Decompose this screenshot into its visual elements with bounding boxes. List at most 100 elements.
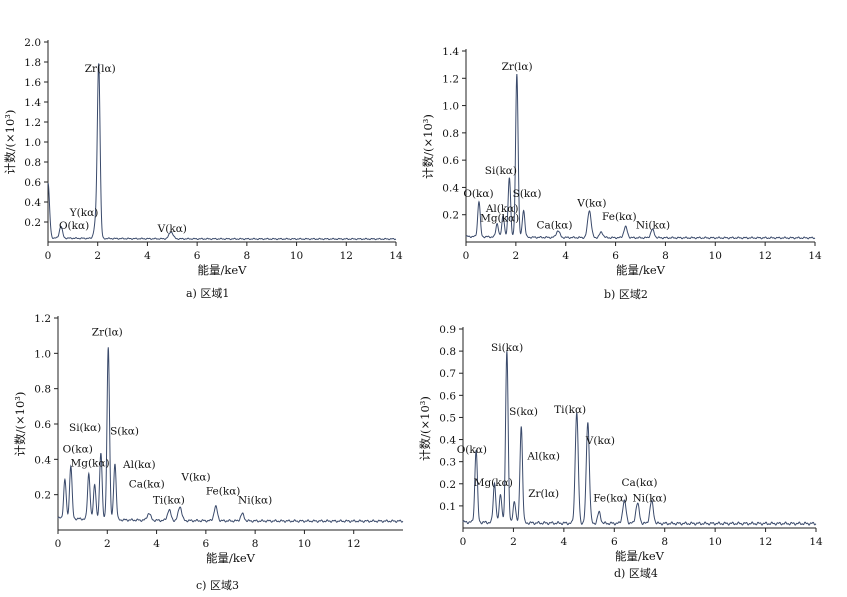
peak-label: Ni(kα) xyxy=(238,495,272,507)
x-tick-label: 6 xyxy=(612,250,619,262)
x-axis-title: 能量/keV xyxy=(198,263,248,277)
peak-label: Ca(kα) xyxy=(129,479,165,491)
spectrum-line xyxy=(465,74,816,240)
x-tick-label: 10 xyxy=(298,538,311,550)
x-tick-label: 8 xyxy=(252,538,259,550)
x-axis-title: 能量/keV xyxy=(206,551,256,565)
x-tick-label: 2 xyxy=(94,250,101,262)
peak-label: Fe(kα) xyxy=(206,486,241,498)
peak-label: S(kα) xyxy=(509,406,538,418)
x-tick-label: 14 xyxy=(389,250,403,262)
y-tick-label: 1.0 xyxy=(24,137,41,149)
x-tick-label: 8 xyxy=(661,536,668,548)
y-tick-label: 0.6 xyxy=(34,419,51,431)
x-tick-label: 8 xyxy=(244,250,251,262)
peak-label: O(kα) xyxy=(463,188,493,200)
peak-label: Ni(kα) xyxy=(632,492,666,504)
y-axis-title: 计数/(×10³) xyxy=(13,392,27,457)
y-tick-label: 2.0 xyxy=(24,37,41,49)
caption-b: b) 区域2 xyxy=(604,288,648,301)
y-tick-label: 0.6 xyxy=(442,155,459,167)
y-tick-label: 0.2 xyxy=(34,490,51,502)
y-tick-label: 0.6 xyxy=(24,177,41,189)
x-tick-label: 12 xyxy=(347,538,360,550)
y-tick-label: 1.0 xyxy=(442,101,459,113)
y-tick-label: 1.0 xyxy=(34,348,51,360)
y-tick-label: 0.2 xyxy=(24,217,41,229)
y-tick-label: 1.2 xyxy=(24,117,41,129)
peak-label: Al(kα) xyxy=(526,450,560,462)
x-tick-label: 6 xyxy=(611,536,618,548)
peak-label: Zr(lα) xyxy=(502,61,533,73)
x-tick-label: 10 xyxy=(709,250,722,262)
peak-label: Zr(lα) xyxy=(92,327,123,339)
peak-label: Mg(kα) xyxy=(70,457,109,469)
x-tick-label: 6 xyxy=(203,538,210,550)
peak-label: V(kα) xyxy=(585,435,615,447)
peak-label: S(kα) xyxy=(513,188,542,200)
y-tick-label: 1.4 xyxy=(442,46,459,58)
caption-c: c) 区域3 xyxy=(196,579,239,592)
x-tick-label: 2 xyxy=(513,250,520,262)
peak-label: Fe(kα) xyxy=(593,492,628,504)
x-tick-label: 4 xyxy=(561,536,568,548)
peak-label: V(kα) xyxy=(576,198,606,210)
spectrum-line xyxy=(57,347,404,523)
peak-label: Si(kα) xyxy=(69,422,101,434)
peak-label: Y(kα) xyxy=(69,207,99,219)
x-tick-label: 2 xyxy=(104,538,111,550)
peak-label: V(kα) xyxy=(180,472,210,484)
y-tick-label: 1.2 xyxy=(442,73,459,85)
peak-label: Zr(lα) xyxy=(528,488,559,500)
peak-label: Zr(lα) xyxy=(85,63,116,75)
x-tick-label: 4 xyxy=(144,250,151,262)
y-tick-label: 0.4 xyxy=(24,197,41,209)
y-tick-label: 0.1 xyxy=(439,501,456,513)
peak-label: Ca(kα) xyxy=(537,219,573,231)
caption-d: d) 区域4 xyxy=(614,567,658,580)
y-tick-label: 1.6 xyxy=(24,77,41,89)
y-tick-label: 0.3 xyxy=(439,457,456,469)
x-tick-label: 2 xyxy=(510,536,517,548)
peak-label: Al(kα) xyxy=(485,203,519,215)
spectrum-line xyxy=(462,351,817,526)
peak-label: O(kα) xyxy=(59,220,89,232)
peak-label: Si(kα) xyxy=(485,165,517,177)
x-tick-label: 6 xyxy=(194,250,201,262)
peak-label: Ti(kα) xyxy=(153,495,185,507)
peak-label: Mg(kα) xyxy=(480,213,519,225)
y-tick-label: 0.8 xyxy=(24,157,41,169)
y-axis-title: 计数/(×10³) xyxy=(418,396,432,461)
peak-label: O(kα) xyxy=(63,443,93,455)
peak-label: S(kα) xyxy=(110,426,139,438)
x-tick-label: 14 xyxy=(808,250,822,262)
x-tick-label: 0 xyxy=(55,538,62,550)
peak-label: O(kα) xyxy=(457,444,487,456)
y-tick-label: 0.2 xyxy=(442,210,459,222)
y-tick-label: 0.4 xyxy=(442,182,459,194)
x-tick-label: 8 xyxy=(662,250,669,262)
peak-label: Al(kα) xyxy=(122,459,156,471)
peak-label: Si(kα) xyxy=(491,342,523,354)
x-tick-label: 12 xyxy=(758,250,771,262)
y-tick-label: 0.8 xyxy=(439,346,456,358)
peak-label: Ca(kα) xyxy=(622,477,658,489)
x-tick-label: 0 xyxy=(45,250,52,262)
y-tick-label: 0.8 xyxy=(34,384,51,396)
peak-label: Ni(kα) xyxy=(636,219,670,231)
y-tick-label: 0.7 xyxy=(439,368,456,380)
y-tick-label: 0.9 xyxy=(439,324,456,336)
y-tick-label: 1.4 xyxy=(24,97,41,109)
y-tick-label: 1.2 xyxy=(34,313,51,325)
x-tick-label: 10 xyxy=(290,250,303,262)
peak-label: Mg(kα) xyxy=(474,477,513,489)
x-axis-title: 能量/keV xyxy=(615,549,665,563)
y-tick-label: 0.2 xyxy=(439,479,456,491)
x-tick-label: 12 xyxy=(759,536,772,548)
x-tick-label: 0 xyxy=(463,250,470,262)
y-tick-label: 1.8 xyxy=(24,57,41,69)
